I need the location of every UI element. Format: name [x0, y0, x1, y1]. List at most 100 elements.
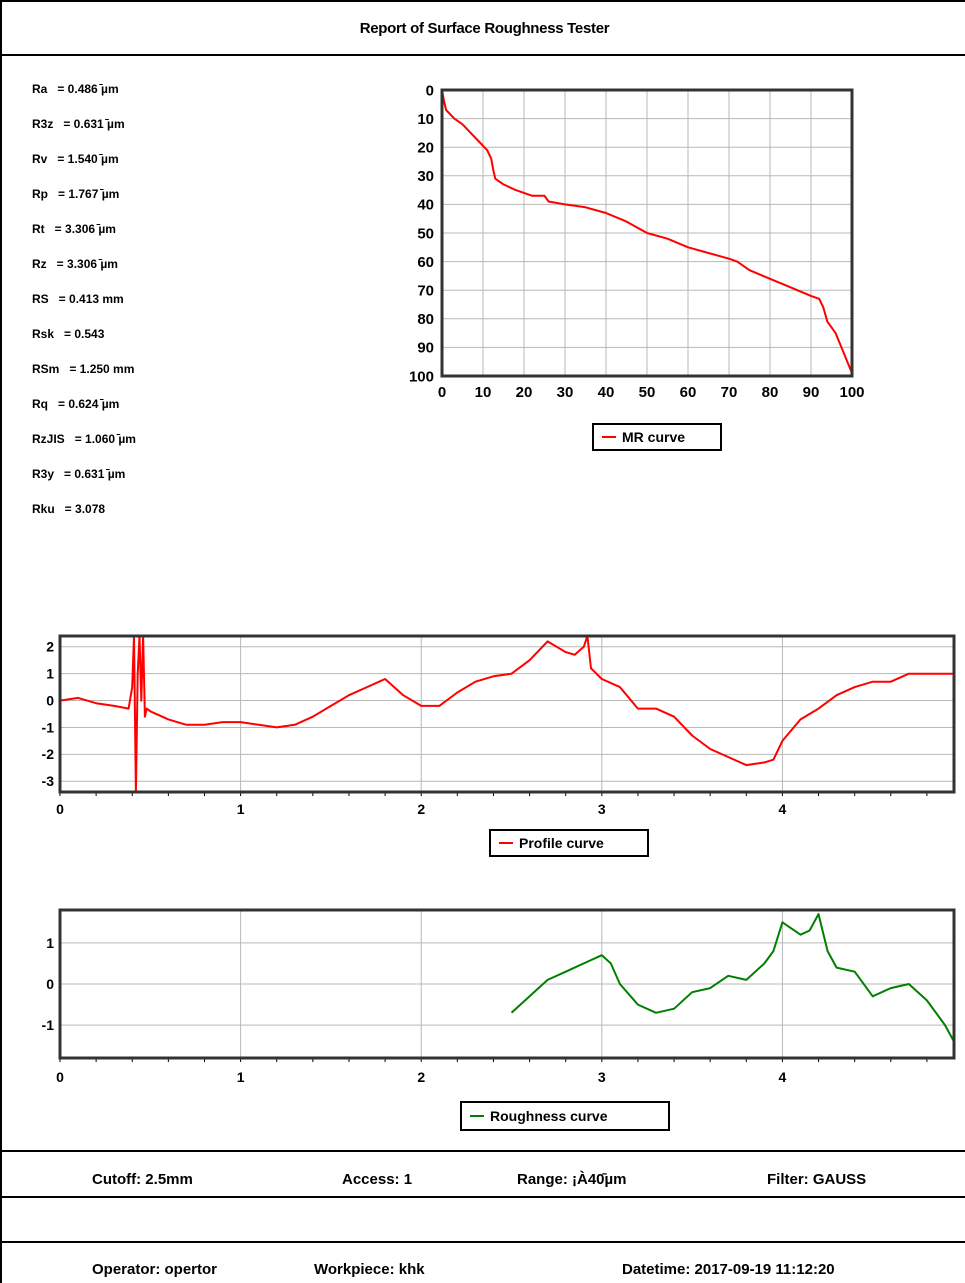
- parameter-value: = 0.624 ̄µm: [58, 397, 120, 411]
- x-tick-label: 70: [721, 384, 738, 401]
- x-tick-label: 4: [779, 1069, 787, 1085]
- x-tick-label: 4: [779, 801, 787, 817]
- top-border: [2, 0, 965, 2]
- parameter-name: Ra: [32, 82, 48, 96]
- parameter-row: RSm = 1.250 mm: [32, 362, 134, 376]
- x-tick-label: 1: [237, 801, 245, 817]
- y-tick-label: 60: [417, 254, 434, 271]
- parameter-value: = 3.078: [64, 502, 106, 516]
- legend-swatch: [499, 842, 513, 844]
- datetime-info: Datetime: 2017-09-19 11:12:20: [622, 1261, 835, 1278]
- y-tick-label: 100: [409, 368, 434, 385]
- parameter-row: RS = 0.413 mm: [32, 292, 124, 306]
- plot-area: [60, 636, 954, 792]
- y-tick-label: 90: [417, 340, 434, 357]
- x-tick-label: 40: [598, 384, 615, 401]
- y-tick-label: 80: [417, 311, 434, 328]
- legend-label: Roughness curve: [490, 1108, 608, 1124]
- mr-curve-legend: MR curve: [592, 423, 722, 451]
- parameter-row: Rt = 3.306 ̄µm: [32, 222, 116, 236]
- y-tick-label: 50: [417, 225, 434, 242]
- parameter-name: RSm: [32, 362, 60, 376]
- x-tick-label: 30: [557, 384, 574, 401]
- x-tick-label: 50: [639, 384, 656, 401]
- footer-divider-3: [2, 1241, 965, 1243]
- range-info: Range: ¡À40̄µm: [517, 1171, 627, 1188]
- series-line: [510, 913, 955, 1043]
- parameter-row: Rku = 3.078: [32, 502, 105, 516]
- parameter-name: Rku: [32, 502, 55, 516]
- x-tick-label: 3: [598, 1069, 606, 1085]
- y-tick-label: -1: [42, 1017, 55, 1033]
- y-tick-label: 70: [417, 282, 434, 299]
- parameter-name: Rsk: [32, 327, 55, 341]
- parameter-value: = 0.486 ̄µm: [57, 82, 119, 96]
- x-tick-label: 0: [56, 1069, 64, 1085]
- parameter-value: = 3.306 ̄µm: [54, 222, 116, 236]
- y-tick-label: 10: [417, 111, 434, 128]
- parameter-value: = 1.540 ̄µm: [57, 152, 119, 166]
- x-tick-label: 2: [417, 1069, 425, 1085]
- legend-swatch: [602, 436, 616, 438]
- parameter-value: = 0.631 ̄µm: [63, 117, 125, 131]
- parameter-value: = 0.631 ̄µm: [64, 467, 126, 481]
- parameter-name: R3z: [32, 117, 54, 131]
- parameter-value: = 3.306 ̄µm: [56, 257, 118, 271]
- parameter-row: R3z = 0.631 ̄µm: [32, 117, 125, 131]
- parameter-name: Rq: [32, 397, 48, 411]
- profile-curve-legend: Profile curve: [489, 829, 649, 857]
- cutoff-info: Cutoff: 2.5mm: [92, 1171, 193, 1188]
- parameter-value: = 0.413 mm: [58, 292, 124, 306]
- parameter-name: R3y: [32, 467, 55, 481]
- report-title: Report of Surface Roughness Tester: [359, 20, 610, 37]
- plot-frame: [58, 634, 956, 794]
- operator-info: Operator: opertor: [92, 1261, 218, 1278]
- parameter-row: R3y = 0.631 ̄µm: [32, 467, 125, 481]
- x-tick-label: 1: [237, 1069, 245, 1085]
- x-tick-label: 0: [56, 801, 64, 817]
- workpiece-info: Workpiece: khk: [314, 1261, 425, 1278]
- parameter-row: Rsk = 0.543: [32, 327, 104, 341]
- x-tick-label: 80: [762, 384, 779, 401]
- y-tick-label: 1: [46, 666, 54, 682]
- y-tick-label: -2: [42, 746, 55, 762]
- y-tick-label: 2: [46, 639, 54, 655]
- roughness-curve-chart: 0 1 2 3 4 1 0 -1: [42, 908, 956, 1085]
- parameter-row: Rp = 1.767 ̄µm: [32, 187, 119, 201]
- parameter-row: Ra = 0.486 ̄µm: [32, 82, 119, 96]
- x-tick-label: 10: [475, 384, 492, 401]
- y-tick-label: -1: [42, 719, 55, 735]
- legend-label: MR curve: [622, 429, 686, 445]
- x-tick-label: 60: [680, 384, 697, 401]
- parameter-row: Rq = 0.624 ̄µm: [32, 397, 119, 411]
- y-tick-label: 20: [417, 139, 434, 156]
- y-tick-label: 0: [46, 692, 54, 708]
- y-tick-label: 40: [417, 197, 434, 214]
- access-info: Access: 1: [342, 1171, 413, 1188]
- footer-divider-2: [2, 1196, 965, 1198]
- parameter-name: Rv: [32, 152, 48, 166]
- mr-curve-chart: 0 10 20 30 40 50 60 70 80 90 100010203040506070809…: [409, 82, 865, 401]
- plot-frame: [440, 88, 854, 378]
- parameter-row: Rz = 3.306 ̄µm: [32, 257, 118, 271]
- plot-frame: [58, 908, 956, 1060]
- x-tick-label: 3: [598, 801, 606, 817]
- parameter-name: Rp: [32, 187, 48, 201]
- x-tick-label: 0: [438, 384, 446, 401]
- x-tick-label: 90: [803, 384, 820, 401]
- filter-info: Filter: GAUSS: [767, 1171, 867, 1188]
- parameter-name: RS: [32, 292, 49, 306]
- y-tick-label: 30: [417, 168, 434, 185]
- parameter-value: = 1.250 mm: [69, 362, 135, 376]
- parameter-name: Rt: [32, 222, 45, 236]
- y-tick-label: 0: [46, 976, 54, 992]
- x-tick-label: 100: [839, 384, 864, 401]
- x-tick-label: 2: [417, 801, 425, 817]
- footer-divider-1: [2, 1150, 965, 1152]
- legend-swatch: [470, 1115, 484, 1117]
- parameter-value: = 1.060 ̄µm: [74, 432, 136, 446]
- profile-curve-chart: 0 1 2 3 4 2 1 0 -1 -2 -3: [42, 634, 956, 817]
- parameter-value: = 1.767 ̄µm: [58, 187, 120, 201]
- legend-label: Profile curve: [519, 835, 604, 851]
